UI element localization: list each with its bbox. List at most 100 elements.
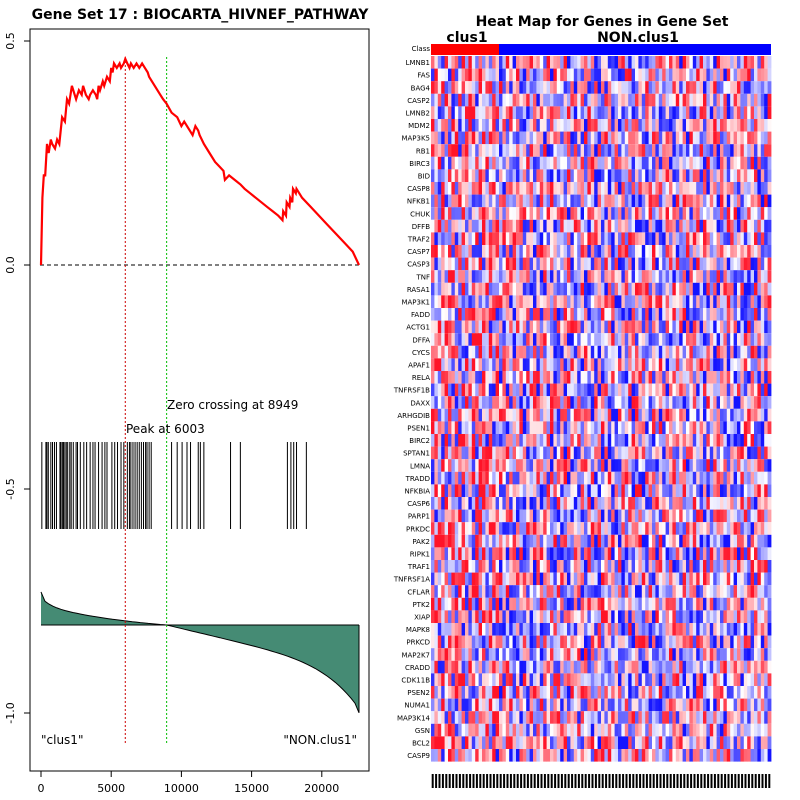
heatmap-cell: [747, 81, 751, 94]
heatmap-cell: [556, 484, 561, 497]
heatmap-cell: [550, 572, 554, 586]
heatmap-cell: [550, 282, 554, 296]
heatmap-cell: [645, 320, 649, 334]
heatmap-cell: [543, 156, 547, 170]
heatmap-cell: [536, 522, 541, 535]
heatmap-cell: [441, 560, 445, 573]
heatmap-cell: [546, 623, 551, 636]
heatmap-cell: [512, 522, 517, 535]
heatmap-cell: [662, 81, 666, 94]
heatmap-cell: [747, 597, 751, 611]
heatmap-cell: [631, 572, 636, 586]
heatmap-cell: [635, 534, 639, 548]
heatmap-cell: [580, 282, 585, 296]
heatmap-cell: [679, 358, 683, 371]
heatmap-cell: [638, 534, 643, 548]
heatmap-cell: [444, 597, 449, 611]
heatmap-cell: [675, 81, 680, 94]
heatmap-cell: [526, 459, 530, 472]
heatmap-cell: [682, 295, 687, 308]
heatmap-cell: [699, 560, 704, 573]
heatmap-cell: [512, 358, 517, 371]
heatmap-cell: [505, 219, 510, 233]
heatmap-cell: [488, 182, 493, 195]
class-row-label: Class: [412, 45, 431, 53]
heatmap-cell: [699, 383, 704, 397]
heatmap-cell: [444, 623, 449, 636]
heatmap-cell: [665, 131, 670, 145]
heatmap-cell: [743, 106, 748, 119]
heatmap-cell: [512, 484, 517, 497]
heatmap-cell: [536, 610, 541, 623]
heatmap-cell: [648, 257, 653, 271]
heatmap-cell: [573, 358, 578, 371]
heatmap-cell: [529, 194, 534, 208]
heatmap-cell: [499, 497, 503, 510]
heatmap-cell: [713, 295, 717, 308]
heatmap-cell: [594, 182, 598, 195]
heatmap-cell: [444, 585, 449, 598]
heatmap-cell: [692, 119, 697, 132]
heatmap-cell: [628, 509, 632, 523]
heatmap-cell: [444, 245, 449, 258]
heatmap-cell: [672, 610, 677, 623]
heatmap-cell: [543, 610, 547, 623]
heatmap-cell: [519, 648, 524, 661]
heatmap-cell: [699, 144, 704, 157]
heatmap-cell: [754, 572, 758, 586]
heatmap-cell: [556, 245, 561, 258]
heatmap-cell: [611, 232, 615, 245]
heatmap-cell: [499, 471, 503, 485]
heatmap-cell: [686, 119, 690, 132]
heatmap-cell: [529, 169, 534, 182]
heatmap-cell: [539, 308, 544, 321]
heatmap-cell: [767, 623, 772, 636]
heatmap-cell: [658, 119, 663, 132]
heatmap-cell: [631, 207, 636, 220]
heatmap-cell: [723, 610, 728, 623]
heatmap-cell: [760, 408, 765, 422]
heatmap-cell: [764, 560, 768, 573]
heatmap-cell: [601, 471, 605, 485]
heatmap-cell: [519, 144, 524, 157]
heatmap-cell: [641, 509, 646, 523]
heatmap-cell: [461, 270, 466, 283]
heatmap-cell: [747, 131, 751, 145]
heatmap-cell: [621, 383, 626, 397]
heatmap-cell: [740, 421, 745, 434]
heatmap-cell: [522, 131, 527, 145]
heatmap-cell: [594, 282, 598, 296]
heatmap-cell: [669, 585, 673, 598]
heatmap-cell: [696, 635, 700, 649]
heatmap-cell: [546, 635, 551, 649]
heatmap-cell: [703, 257, 707, 271]
heatmap-cell: [495, 446, 500, 460]
heatmap-cell: [475, 232, 479, 245]
heatmap-cell: [607, 408, 612, 422]
heatmap-cell: [577, 560, 581, 573]
heatmap-cell: [495, 484, 500, 497]
heatmap-cell: [458, 585, 462, 598]
heatmap-cell: [570, 333, 575, 346]
heatmap-cell: [475, 257, 479, 271]
heatmap-cell: [539, 484, 544, 497]
heatmap-cell: [492, 484, 496, 497]
heatmap-cell: [662, 560, 666, 573]
heatmap-cell: [522, 68, 527, 82]
heatmap-cell: [495, 345, 500, 359]
heatmap-cell: [563, 610, 568, 623]
heatmap-cell: [451, 635, 456, 649]
heatmap-cell: [624, 408, 629, 422]
heatmap-cell: [747, 295, 751, 308]
heatmap-cell: [590, 509, 595, 523]
heatmap-cell: [723, 182, 728, 195]
heatmap-cell: [709, 131, 714, 145]
heatmap-cell: [573, 333, 578, 346]
heatmap-cell: [641, 648, 646, 661]
heatmap-cell: [631, 459, 636, 472]
heatmap-cell: [587, 396, 592, 409]
heatmap-cell: [505, 282, 510, 296]
heatmap-cell: [669, 270, 673, 283]
heatmap-cell: [689, 56, 694, 69]
heatmap-cell: [587, 232, 592, 245]
